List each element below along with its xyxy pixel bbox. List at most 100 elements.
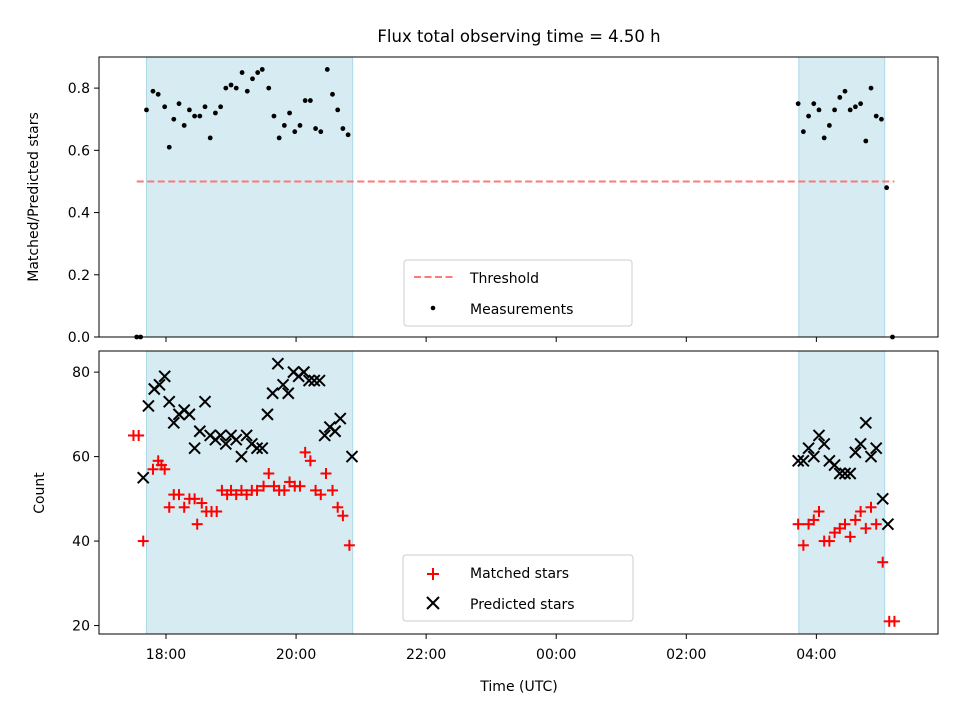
measurement-point — [266, 85, 272, 91]
bottom-x-ticks: 18:00 20:00 22:00 00:00 02:00 04:00 — [146, 634, 837, 663]
predicted-star-point — [302, 374, 316, 387]
measurement-point — [345, 132, 351, 138]
predicted-star-point — [843, 467, 857, 480]
measurement-point — [292, 129, 298, 135]
predicted-star-point — [881, 517, 895, 531]
matched-star-point — [173, 489, 185, 501]
top-panel: 0.00.20.40.60.8 Matched/Predicted stars … — [26, 56, 939, 346]
predicted-star-point — [158, 370, 171, 383]
measurement-point — [244, 88, 250, 94]
measurement-point — [213, 110, 218, 116]
measurement-point — [837, 95, 843, 100]
matched-star-point — [211, 506, 223, 518]
measurement-point — [181, 123, 187, 128]
top-legend: Threshold Measurements — [403, 259, 633, 327]
x-tick-label: 02:00 — [666, 647, 706, 663]
measurement-point — [330, 91, 335, 97]
predicted-star-point — [163, 395, 176, 408]
measurement-point — [171, 116, 177, 122]
predicted-legend-label: Predicted stars — [470, 597, 575, 613]
predicted-star-point — [838, 467, 852, 480]
predicted-star-point — [797, 454, 810, 468]
predicted-star-point — [817, 437, 831, 451]
measurement-point — [806, 113, 811, 119]
matched-star-point — [189, 493, 201, 505]
measurement-point — [192, 113, 198, 119]
predicted-star-point — [250, 441, 264, 455]
predicted-star-point — [791, 454, 805, 468]
matched-star-point — [337, 510, 349, 522]
threshold-legend-label: Threshold — [469, 271, 539, 287]
predicted-star-point — [276, 378, 290, 391]
matched-star-point — [865, 501, 877, 513]
measurement-point — [302, 98, 308, 103]
predicted-star-point — [812, 429, 826, 442]
measurements-legend-label: Measurements — [470, 302, 573, 318]
x-axis-label: Time (UTC) — [479, 679, 557, 695]
measurement-point — [863, 138, 869, 144]
predicted-star-point — [864, 450, 878, 463]
measurement-point — [884, 185, 890, 191]
matched-star-point — [343, 539, 355, 551]
predicted-star-point — [142, 399, 155, 413]
predicted-star-point — [318, 429, 331, 442]
matched-star-point — [191, 518, 203, 530]
measurement-point — [318, 129, 324, 135]
matched-star-point — [263, 467, 275, 479]
bottom-axes-frame — [98, 350, 939, 635]
measurement-point — [858, 101, 864, 107]
predicted-star-point — [313, 374, 326, 387]
measurement-point — [816, 107, 822, 113]
matched-star-point — [258, 480, 270, 492]
measurement-point — [868, 85, 874, 91]
predicted-star-point — [297, 365, 311, 379]
predicted-star-point — [219, 437, 233, 451]
measurement-point — [276, 135, 282, 141]
measurement-point — [187, 107, 192, 113]
predicted-star-point — [235, 450, 248, 463]
x-tick-label: 22:00 — [406, 647, 446, 663]
predicted-star-point — [183, 408, 196, 421]
predicted-legend-swatch — [426, 596, 440, 610]
measurement-point — [255, 70, 261, 75]
measurement-point — [176, 101, 182, 107]
predicted-star-point — [198, 395, 212, 408]
bottom-legend: Matched stars Predicted stars — [402, 554, 634, 622]
matched-star-point — [823, 535, 835, 547]
measurement-point — [202, 104, 208, 110]
matched-star-point — [797, 539, 809, 551]
predicted-star-point — [188, 441, 201, 455]
matched-star-point — [137, 535, 149, 547]
predicted-star-point — [153, 378, 166, 391]
x-tick-label: 18:00 — [146, 647, 186, 663]
predicted-star-point — [345, 450, 359, 463]
x-tick-label: 20:00 — [276, 647, 316, 663]
measurement-point — [250, 76, 255, 82]
bottom-legend-box — [402, 554, 634, 622]
observing-interval-shade — [798, 350, 886, 635]
predicted-star-point — [854, 437, 867, 451]
matched-star-point — [870, 518, 882, 530]
matched-star-point — [808, 514, 820, 526]
measurement-point — [233, 85, 239, 91]
measurement-point — [162, 104, 168, 110]
y-tick-label: 80 — [72, 365, 90, 381]
matched-star-point — [888, 615, 900, 627]
predicted-star-point — [859, 416, 873, 430]
measurement-point — [335, 107, 341, 113]
matched-star-point — [844, 531, 856, 543]
matched-star-point — [315, 489, 327, 501]
measurement-points — [134, 67, 895, 340]
measurement-point — [259, 67, 265, 72]
measurement-point — [144, 107, 149, 113]
matched-star-markers — [127, 429, 900, 627]
matched-star-point — [332, 501, 344, 513]
matched-star-point — [163, 501, 175, 513]
measurement-point — [223, 85, 229, 91]
measurement-point — [281, 123, 287, 128]
top-y-axis-label: Matched/Predicted stars — [26, 112, 42, 282]
predicted-star-point — [807, 450, 820, 463]
matched-star-point — [299, 446, 311, 458]
y-tick-label: 40 — [72, 534, 90, 550]
